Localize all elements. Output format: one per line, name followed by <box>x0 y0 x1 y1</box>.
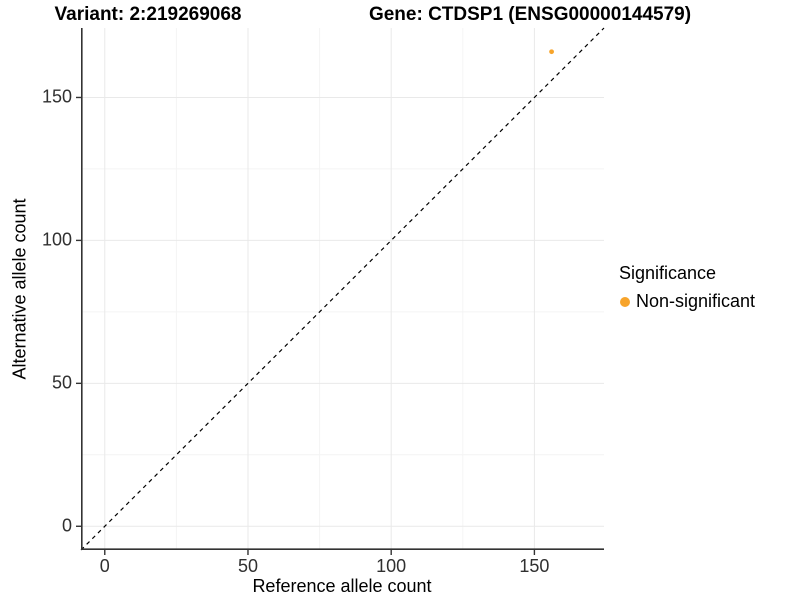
identity-line <box>80 27 605 551</box>
plot-panel <box>76 27 605 555</box>
plot-title-variant: Variant: 2:219269068 <box>54 4 242 25</box>
x-tick-label: 150 <box>519 556 550 576</box>
legend-item-label: Non-significant <box>636 291 756 311</box>
legend: Significance Non-significant <box>619 263 755 312</box>
legend-item: Non-significant <box>619 291 755 312</box>
x-tick-label: 0 <box>99 556 110 576</box>
y-tick-label: 0 <box>61 515 72 536</box>
legend-items: Non-significant <box>619 291 755 312</box>
x-tick-label: 50 <box>237 556 258 576</box>
plot-title-gene: Gene: CTDSP1 (ENSG00000144579) <box>368 4 692 25</box>
y-tick-label: 100 <box>41 229 72 250</box>
y-tick-label: 50 <box>51 372 72 393</box>
legend-point-icon <box>620 296 630 307</box>
y-tick-label: 150 <box>41 86 72 107</box>
y-axis-label: Alternative allele count <box>9 198 30 380</box>
legend-title: Significance <box>619 263 717 283</box>
data-point <box>549 49 554 55</box>
x-axis-label: Reference allele count <box>252 576 432 596</box>
x-tick-label: 100 <box>376 556 407 576</box>
